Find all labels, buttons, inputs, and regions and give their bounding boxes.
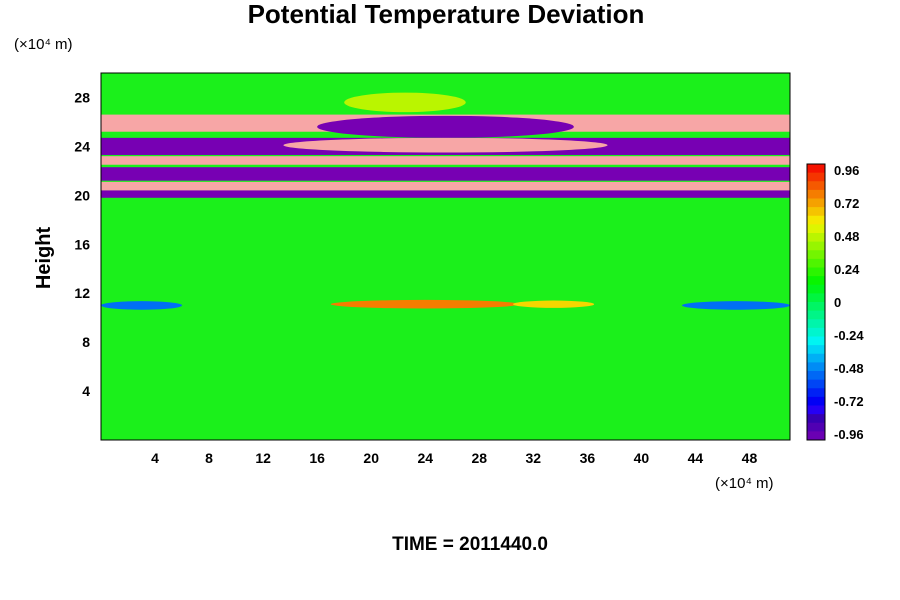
colorbar-label-8: -0.96 — [834, 427, 864, 442]
colorbar-segment-0 — [807, 164, 825, 174]
colorbar-segment-17 — [807, 310, 825, 320]
colorbar-segment-9 — [807, 241, 825, 251]
colorbar-segment-26 — [807, 388, 825, 398]
y-unit-label: (×10⁴ m) — [14, 36, 73, 53]
x-tick-6: 28 — [471, 450, 487, 466]
y-axis-label: Height — [33, 227, 55, 290]
colorbar-segment-6 — [807, 215, 825, 225]
feature-5 — [101, 301, 183, 310]
colorbar-segment-20 — [807, 336, 825, 346]
x-unit-label: (×10⁴ m) — [715, 475, 774, 492]
colorbar-segment-16 — [807, 302, 825, 312]
colorbar-segment-10 — [807, 250, 825, 260]
band-5 — [101, 190, 790, 198]
colorbar-label-5: -0.24 — [834, 328, 864, 343]
band-2 — [101, 156, 790, 165]
feature-6 — [681, 301, 790, 310]
colorbar-segment-7 — [807, 224, 825, 234]
feature-3 — [330, 299, 520, 309]
colorbar-segment-14 — [807, 284, 825, 294]
colorbar-label-7: -0.72 — [834, 394, 864, 409]
x-tick-7: 32 — [526, 450, 542, 466]
colorbar-segment-23 — [807, 362, 825, 372]
band-3 — [101, 167, 790, 181]
plot-frame — [100, 72, 791, 441]
y-tick-4: 20 — [74, 187, 90, 203]
colorbar-segment-15 — [807, 293, 825, 303]
band-4 — [101, 181, 790, 191]
colorbar-segment-13 — [807, 276, 825, 286]
colorbar-segment-3 — [807, 189, 825, 199]
colorbar-segment-4 — [807, 198, 825, 208]
heatmap-plot — [100, 72, 791, 441]
colorbar-segment-18 — [807, 319, 825, 329]
y-tick-6: 28 — [74, 89, 90, 105]
x-tick-1: 8 — [205, 450, 213, 466]
y-tick-5: 24 — [74, 138, 90, 154]
colorbar-segment-5 — [807, 207, 825, 217]
colorbar-segment-31 — [807, 431, 825, 441]
x-tick-11: 48 — [742, 450, 758, 466]
time-label: TIME = 2011440.0 — [392, 534, 548, 555]
chart-title: Potential Temperature Deviation — [248, 0, 645, 29]
feature-2 — [283, 137, 608, 153]
colorbar: 0.96 0.72 0.48 0.24 0 -0.24 -0.48 -0.72 -0.96 — [806, 163, 864, 442]
colorbar-segment-1 — [807, 172, 825, 182]
colorbar-label-0: 0.96 — [834, 163, 859, 178]
colorbar-segment-27 — [807, 396, 825, 406]
feature-1 — [317, 115, 574, 138]
colorbar-segment-28 — [807, 405, 825, 415]
colorbar-label-3: 0.24 — [834, 262, 860, 277]
colorbar-frame — [806, 163, 826, 441]
colorbar-segment-19 — [807, 327, 825, 337]
x-tick-5: 24 — [417, 450, 433, 466]
feature-4 — [513, 300, 595, 308]
x-tick-3: 16 — [309, 450, 325, 466]
x-tick-9: 40 — [634, 450, 650, 466]
feature-0 — [344, 92, 466, 113]
colorbar-segment-12 — [807, 267, 825, 277]
x-tick-10: 44 — [688, 450, 704, 466]
y-tick-2: 12 — [74, 285, 90, 301]
x-tick-2: 12 — [255, 450, 271, 466]
y-tick-0: 4 — [82, 383, 90, 399]
colorbar-label-6: -0.48 — [834, 361, 864, 376]
colorbar-segment-21 — [807, 345, 825, 355]
colorbar-segment-25 — [807, 379, 825, 389]
y-tick-1: 8 — [82, 334, 90, 350]
y-tick-3: 16 — [74, 236, 90, 252]
colorbar-label-1: 0.72 — [834, 196, 859, 211]
colorbar-label-2: 0.48 — [834, 229, 859, 244]
x-tick-0: 4 — [151, 450, 159, 466]
colorbar-label-4: 0 — [834, 295, 841, 310]
colorbar-segment-8 — [807, 233, 825, 243]
colorbar-segment-2 — [807, 181, 825, 191]
colorbar-segment-30 — [807, 422, 825, 432]
colorbar-segment-22 — [807, 353, 825, 363]
colorbar-segment-11 — [807, 258, 825, 268]
x-tick-8: 36 — [580, 450, 596, 466]
colorbar-segment-24 — [807, 371, 825, 381]
colorbar-segment-29 — [807, 414, 825, 424]
x-tick-4: 20 — [363, 450, 379, 466]
